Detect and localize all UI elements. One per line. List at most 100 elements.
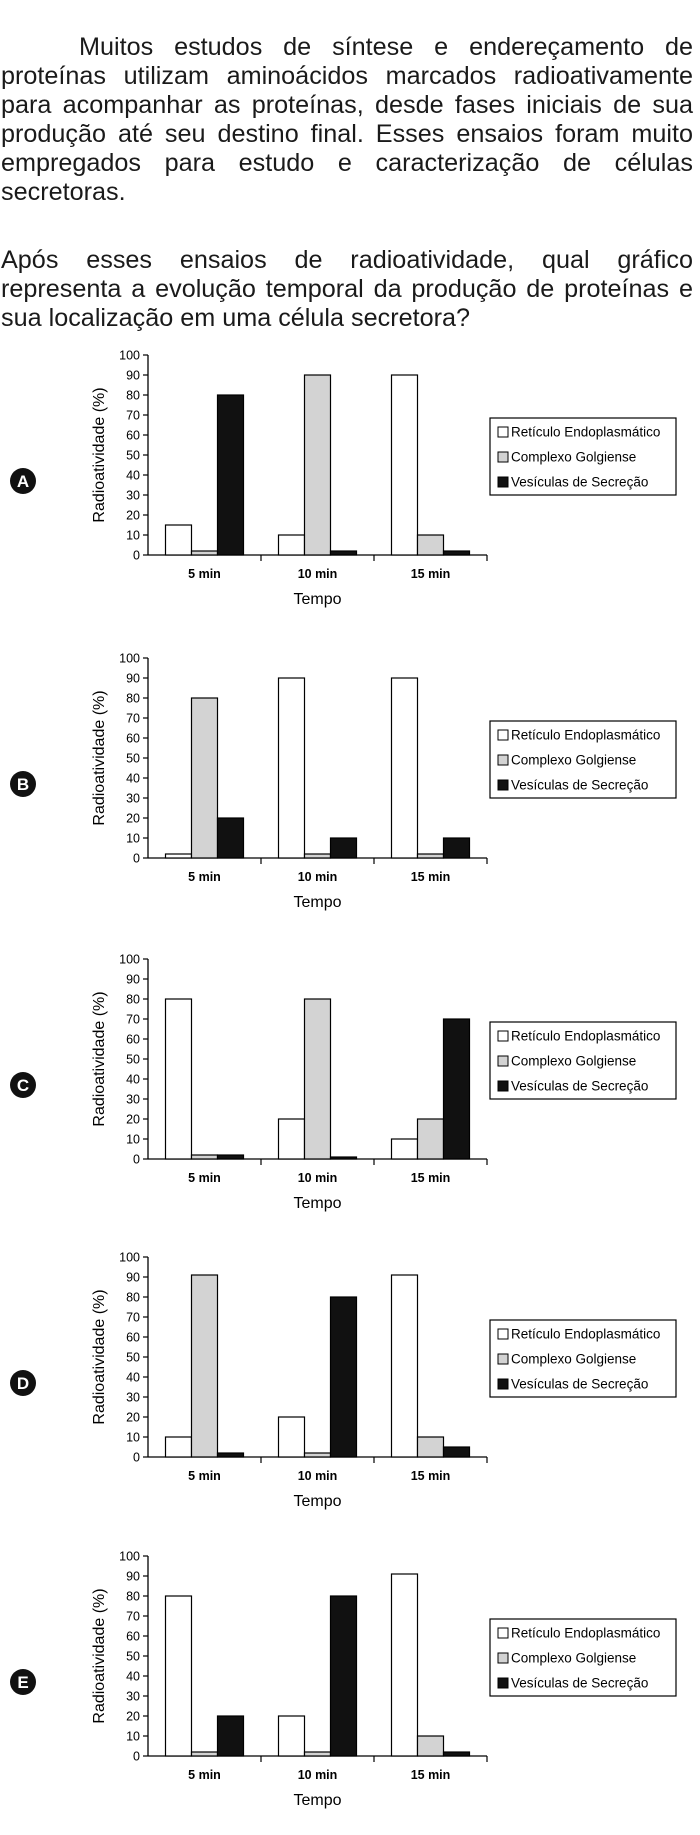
y-tick-label: 90 — [126, 369, 140, 383]
legend-entry-complexo-golgiense: Complexo Golgiense — [511, 1352, 636, 1367]
y-tick-label: 60 — [126, 732, 140, 746]
answer-option-c-chart[interactable]: C 0 10 20 30 40 50 60 70 80 90 100 5 min 10 min 15 min… — [0, 952, 700, 1238]
option-letter: B — [17, 775, 29, 794]
legend-swatch — [497, 1080, 509, 1092]
y-tick-label: 70 — [126, 409, 140, 423]
x-category-label: 10 min — [298, 1469, 338, 1483]
bar-chart-svg: C 0 10 20 30 40 50 60 70 80 90 100 5 min 10 min 15 min… — [10, 953, 677, 1212]
bar-vesiculas-de-secrecao-5-min — [216, 817, 245, 859]
bar-complexo-golgiense-5-min — [190, 1751, 219, 1757]
bar-reticulo-endoplasmatico-5-min — [164, 998, 193, 1160]
y-tick-label: 80 — [126, 993, 140, 1007]
y-tick-label: 80 — [126, 1291, 140, 1305]
y-tick-label: 80 — [126, 389, 140, 403]
bar-vesiculas-de-secrecao-10-min — [329, 550, 358, 556]
y-tick-label: 50 — [126, 752, 140, 766]
x-category-label: 15 min — [411, 870, 451, 884]
bar-reticulo-endoplasmatico-15-min — [390, 1274, 419, 1458]
y-tick-label: 100 — [119, 349, 140, 363]
legend-entry-vesiculas-de-secrecao: Vesículas de Secreção — [511, 1079, 648, 1094]
x-category-label: 15 min — [411, 1469, 451, 1483]
y-tick-label: 10 — [126, 529, 140, 543]
legend-swatch — [497, 1677, 509, 1689]
legend-entry-complexo-golgiense: Complexo Golgiense — [511, 753, 636, 768]
legend-entry-reticulo-endoplasmatico: Retículo Endoplasmático — [511, 1327, 660, 1342]
y-tick-label: 60 — [126, 1033, 140, 1047]
x-category-label: 10 min — [298, 1768, 338, 1782]
legend-swatch — [497, 1353, 509, 1365]
answer-option-a-chart[interactable]: A 0 10 20 30 40 50 60 70 80 90 100 5 min 10 min 15 min… — [0, 348, 700, 634]
bar-complexo-golgiense-10-min — [303, 998, 332, 1160]
legend-swatch — [497, 1055, 509, 1067]
x-category-label: 10 min — [298, 567, 338, 581]
legend: Retículo Endoplasmático Complexo Golgiens… — [489, 1021, 677, 1100]
x-category-label: 5 min — [188, 1768, 221, 1782]
option-badge[interactable]: A — [10, 468, 36, 494]
bar-complexo-golgiense-10-min — [303, 1452, 332, 1458]
bar-reticulo-endoplasmatico-5-min — [164, 1595, 193, 1757]
option-badge[interactable]: E — [10, 1669, 36, 1695]
y-tick-label: 20 — [126, 509, 140, 523]
answer-option-e-chart[interactable]: E 0 10 20 30 40 50 60 70 80 90 100 5 min 10 min 15 min… — [0, 1549, 700, 1835]
y-tick-label: 70 — [126, 712, 140, 726]
answer-option-b-chart[interactable]: B 0 10 20 30 40 50 60 70 80 90 100 5 min 10 min 15 min… — [0, 651, 700, 937]
legend-entry-vesiculas-de-secrecao: Vesículas de Secreção — [511, 1377, 648, 1392]
legend-swatch — [497, 779, 509, 791]
bar-vesiculas-de-secrecao-15-min — [442, 550, 471, 556]
x-axis-title: Tempo — [293, 894, 341, 911]
bar-complexo-golgiense-5-min — [190, 1274, 219, 1458]
y-tick-label: 10 — [126, 1730, 140, 1744]
legend: Retículo Endoplasmático Complexo Golgiens… — [489, 720, 677, 799]
legend-entry-vesiculas-de-secrecao: Vesículas de Secreção — [511, 1676, 648, 1691]
bar-reticulo-endoplasmatico-10-min — [277, 534, 306, 556]
bar-complexo-golgiense-10-min — [303, 853, 332, 859]
legend-swatch — [497, 1328, 509, 1340]
legend-swatch — [497, 1627, 509, 1639]
bar-vesiculas-de-secrecao-5-min — [216, 1715, 245, 1757]
bar-vesiculas-de-secrecao-15-min — [442, 1018, 471, 1160]
y-tick-label: 100 — [119, 1550, 140, 1564]
option-badge[interactable]: C — [10, 1072, 36, 1098]
y-tick-label: 10 — [126, 832, 140, 846]
bar-vesiculas-de-secrecao-15-min — [442, 1751, 471, 1757]
x-category-label: 5 min — [188, 1171, 221, 1185]
bar-complexo-golgiense-15-min — [416, 853, 445, 859]
legend-swatch — [497, 1652, 509, 1664]
option-badge[interactable]: B — [10, 771, 36, 797]
y-tick-label: 80 — [126, 692, 140, 706]
legend-swatch — [497, 1378, 509, 1390]
x-category-label: 5 min — [188, 870, 221, 884]
y-tick-label: 10 — [126, 1431, 140, 1445]
answer-option-d-chart[interactable]: D 0 10 20 30 40 50 60 70 80 90 100 5 min 10 min 15 min… — [0, 1250, 700, 1536]
x-category-label: 15 min — [411, 567, 451, 581]
option-badge-circle — [10, 771, 36, 797]
y-axis-title: Radioatividade (%) — [91, 690, 108, 825]
y-tick-label: 30 — [126, 1093, 140, 1107]
bar-reticulo-endoplasmatico-10-min — [277, 1416, 306, 1458]
bar-complexo-golgiense-15-min — [416, 1118, 445, 1160]
y-tick-label: 20 — [126, 812, 140, 826]
bar-chart-svg: A 0 10 20 30 40 50 60 70 80 90 100 5 min 10 min 15 min… — [10, 349, 677, 608]
bar-complexo-golgiense-5-min — [190, 550, 219, 556]
y-axis-title: Radioatividade (%) — [91, 991, 108, 1126]
legend-entry-reticulo-endoplasmatico: Retículo Endoplasmático — [511, 425, 660, 440]
option-badge-circle — [10, 1370, 36, 1396]
y-tick-label: 70 — [126, 1013, 140, 1027]
legend-entry-complexo-golgiense: Complexo Golgiense — [511, 1651, 636, 1666]
legend-swatch — [497, 451, 509, 463]
x-category-label: 10 min — [298, 1171, 338, 1185]
y-tick-label: 0 — [133, 549, 140, 563]
option-badge[interactable]: D — [10, 1370, 36, 1396]
legend-entry-reticulo-endoplasmatico: Retículo Endoplasmático — [511, 1029, 660, 1044]
bar-vesiculas-de-secrecao-10-min — [329, 1296, 358, 1458]
legend-box — [489, 417, 677, 496]
y-tick-label: 100 — [119, 1251, 140, 1265]
y-tick-label: 0 — [133, 1153, 140, 1167]
y-tick-label: 40 — [126, 469, 140, 483]
y-axis-title: Radioatividade (%) — [91, 1588, 108, 1723]
legend-entry-complexo-golgiense: Complexo Golgiense — [511, 450, 636, 465]
x-category-label: 5 min — [188, 567, 221, 581]
legend-entry-reticulo-endoplasmatico: Retículo Endoplasmático — [511, 728, 660, 743]
bar-reticulo-endoplasmatico-15-min — [390, 1138, 419, 1160]
bar-vesiculas-de-secrecao-5-min — [216, 394, 245, 556]
